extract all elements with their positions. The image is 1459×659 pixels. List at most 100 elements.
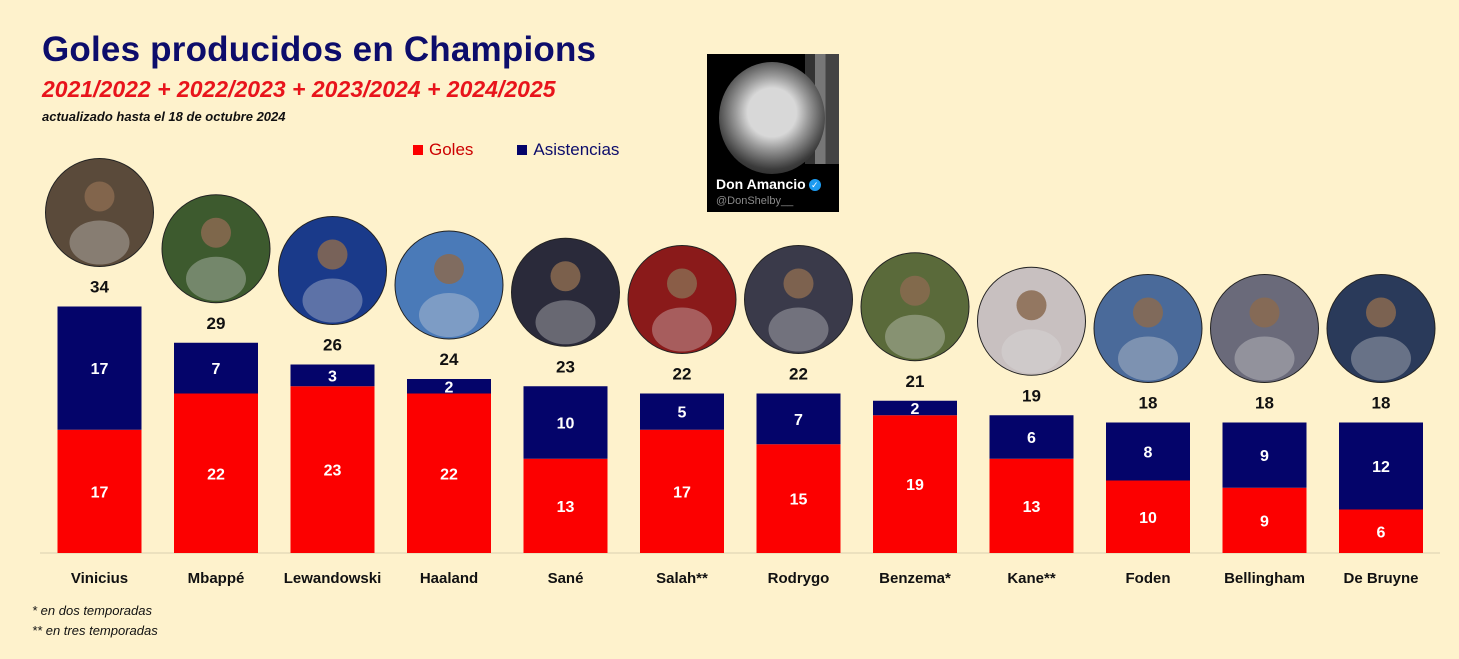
player-photo xyxy=(1210,274,1319,383)
bar-asistencias xyxy=(756,393,841,445)
player-photo xyxy=(627,245,737,354)
player-photo-body xyxy=(768,307,829,352)
total-label: 34 xyxy=(90,278,109,297)
player-photo xyxy=(45,158,154,267)
bar-goles xyxy=(174,393,258,553)
bar-asistencias xyxy=(174,342,258,394)
bar-asistencias xyxy=(1106,422,1190,481)
data-label-asistencias: 7 xyxy=(794,412,803,429)
total-label: 21 xyxy=(906,372,925,391)
bar-asistencias xyxy=(873,400,957,416)
player-photo-head xyxy=(783,268,814,299)
bar-goles xyxy=(57,429,142,553)
player-photo-head xyxy=(434,254,464,284)
player-photo-body xyxy=(1118,336,1178,381)
chart-legend: Goles Asistencias xyxy=(413,140,619,160)
bar-asistencias xyxy=(1339,422,1423,510)
bar-goles xyxy=(1106,480,1190,553)
bar-goles xyxy=(640,429,724,553)
bar-goles xyxy=(290,386,375,553)
data-label-goles: 17 xyxy=(673,484,691,501)
player-photo xyxy=(744,245,853,354)
footnote-three-seasons: ** en tres temporadas xyxy=(32,623,158,638)
bar-goles xyxy=(1222,487,1307,553)
category-label: Sané xyxy=(548,570,584,587)
category-label: Salah** xyxy=(656,570,708,587)
author-name: Don Amancio xyxy=(716,176,806,192)
data-label-goles: 15 xyxy=(790,492,808,509)
footnote-two-seasons: * en dos temporadas xyxy=(32,603,152,618)
category-label: De Bruyne xyxy=(1343,570,1418,587)
legend-label-goles: Goles xyxy=(429,140,474,159)
footnotes: * en dos temporadas ** en tres temporada… xyxy=(32,601,158,641)
legend-swatch-goles xyxy=(413,145,423,155)
data-label-goles: 22 xyxy=(207,466,225,483)
player-photo xyxy=(394,230,504,340)
total-label: 19 xyxy=(1022,386,1041,405)
data-label-asistencias: 6 xyxy=(1027,430,1036,447)
player-photo-head xyxy=(1016,290,1047,321)
player-photo-head xyxy=(900,275,930,306)
data-label-goles: 23 xyxy=(324,463,342,480)
total-label: 18 xyxy=(1372,394,1391,413)
data-label-goles: 13 xyxy=(557,499,575,516)
player-photo-body xyxy=(1001,329,1062,374)
bar-goles xyxy=(873,415,957,553)
data-label-goles: 17 xyxy=(91,484,109,501)
player-photo-body xyxy=(535,300,596,345)
player-photo-body xyxy=(302,278,363,323)
data-label-asistencias: 17 xyxy=(91,361,109,378)
chart-subtitle: 2021/2022 + 2022/2023 + 2023/2024 + 2024… xyxy=(42,76,556,102)
player-photo xyxy=(1326,274,1436,383)
player-photo xyxy=(1093,274,1203,383)
data-label-asistencias: 2 xyxy=(911,401,920,418)
data-label-goles: 22 xyxy=(440,466,458,483)
player-photo xyxy=(977,266,1086,376)
update-note: actualizado hasta el 18 de octubre 2024 xyxy=(42,109,286,124)
player-photo-head xyxy=(1366,297,1396,328)
data-label-goles: 13 xyxy=(1023,499,1041,516)
player-photo-head xyxy=(667,268,697,299)
player-photo-body xyxy=(1234,336,1295,381)
player-photo xyxy=(511,237,620,347)
data-label-asistencias: 7 xyxy=(212,361,221,378)
total-label: 22 xyxy=(673,365,692,384)
player-photo-head xyxy=(201,217,231,248)
bar-asistencias xyxy=(989,415,1074,459)
total-label: 18 xyxy=(1255,394,1274,413)
category-label: Foden xyxy=(1126,570,1171,587)
category-label: Kane** xyxy=(1007,570,1056,587)
bar-asistencias xyxy=(57,306,142,430)
data-label-goles: 6 xyxy=(1377,524,1386,541)
player-photo xyxy=(161,194,271,304)
bar-goles xyxy=(989,458,1074,553)
bar-asistencias xyxy=(1222,422,1307,488)
player-photo-head xyxy=(1249,297,1280,328)
legend-item-asistencias: Asistencias xyxy=(517,140,619,160)
verified-icon: ✓ xyxy=(808,179,821,191)
chart-title: Goles producidos en Champions xyxy=(42,30,597,69)
category-label: Vinicius xyxy=(71,570,128,587)
data-label-asistencias: 9 xyxy=(1260,448,1269,465)
player-photo-body xyxy=(1351,336,1411,381)
author-name-row: Don Amancio ✓ xyxy=(716,176,821,192)
author-handle: @DonShelby__ xyxy=(716,195,794,207)
data-label-asistencias: 8 xyxy=(1144,445,1153,462)
player-photo xyxy=(860,252,970,362)
category-label: Rodrygo xyxy=(768,570,830,587)
bar-asistencias xyxy=(640,393,724,430)
category-label: Lewandowski xyxy=(284,570,382,587)
data-label-asistencias: 10 xyxy=(557,416,575,433)
bar-asistencias xyxy=(407,379,491,394)
total-label: 22 xyxy=(789,365,808,384)
author-badge: Don Amancio ✓ @DonShelby__ xyxy=(707,54,839,212)
bar-asistencias xyxy=(523,386,608,459)
data-label-goles: 10 xyxy=(1139,510,1157,527)
player-photo-body xyxy=(186,256,246,301)
bar-goles xyxy=(523,458,608,553)
legend-item-goles: Goles xyxy=(413,140,473,160)
data-label-asistencias: 2 xyxy=(445,379,454,396)
category-label: Haaland xyxy=(420,570,478,587)
bar-goles xyxy=(407,393,491,553)
